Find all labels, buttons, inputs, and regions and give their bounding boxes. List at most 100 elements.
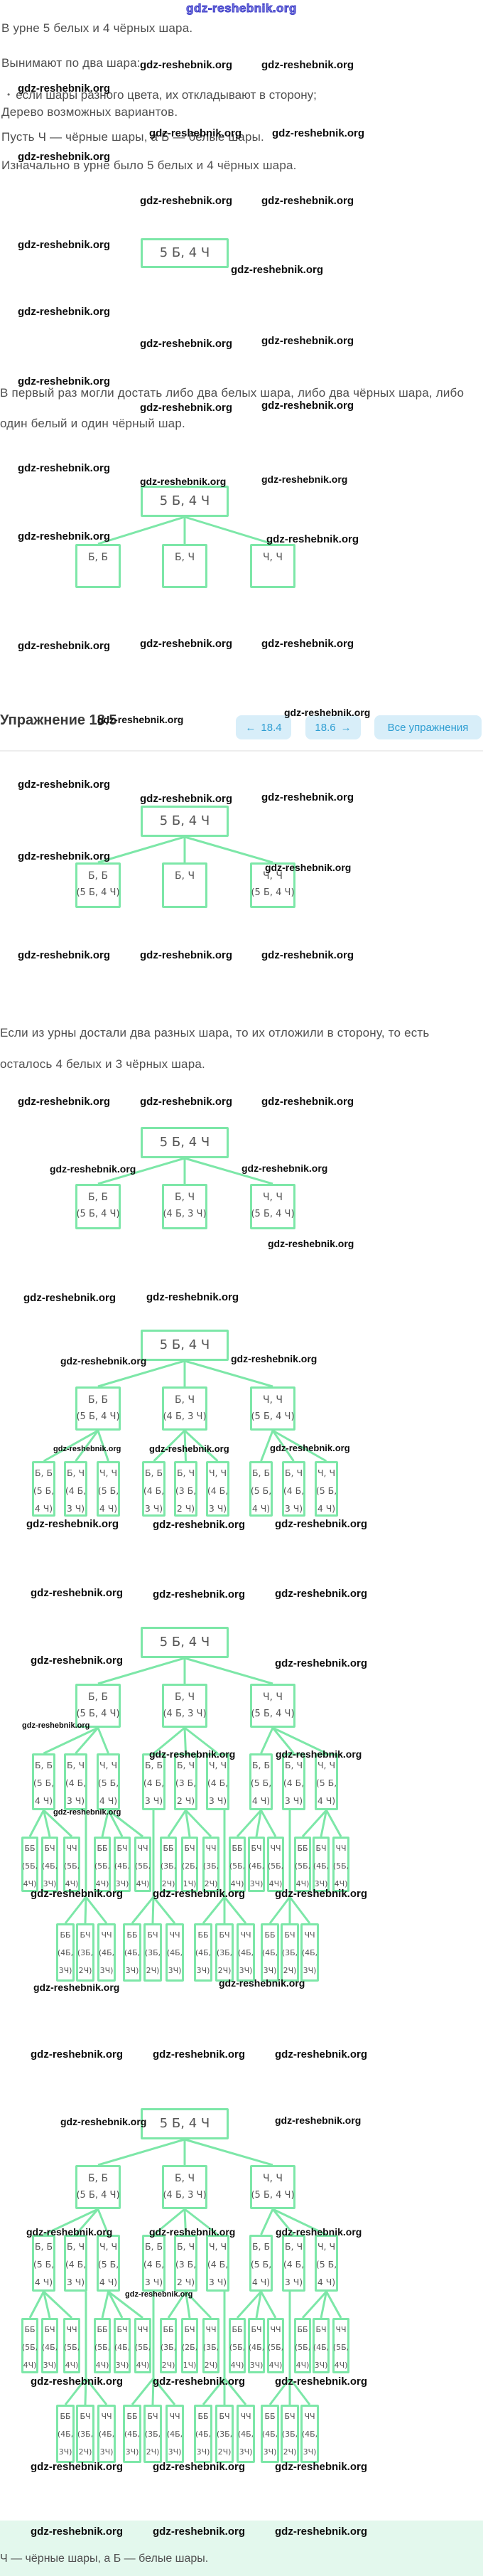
watermark: gdz-reshebnik.org <box>242 1163 328 1174</box>
watermark: gdz-reshebnik.org <box>276 2226 362 2238</box>
watermark: gdz-reshebnik.org <box>140 949 233 961</box>
urn-state-node: ЧЧ (5Б, 4Ч) <box>134 2318 151 2373</box>
urn-state-node: Б, Ч (3 Б, 2 Ч) <box>174 1753 197 1810</box>
watermark: gdz-reshebnik.org <box>153 1888 246 1900</box>
urn-state-node: ЧЧ (5Б, 4Ч) <box>63 1837 80 1892</box>
watermark: gdz-reshebnik.org <box>284 707 371 718</box>
watermark: gdz-reshebnik.org <box>60 2116 147 2127</box>
watermark: gdz-reshebnik.org <box>231 264 324 276</box>
urn-state-node: Б, Ч <box>162 862 207 908</box>
urn-state-node: БЧ (3Б, 2Ч) <box>281 2405 299 2463</box>
prev-exercise-label: 18.4 <box>261 721 282 734</box>
watermark: gdz-reshebnik.org <box>18 640 111 652</box>
watermark: gdz-reshebnik.org <box>261 949 354 961</box>
urn-state-node: БЧ (3Б, 2Ч) <box>76 1923 94 1982</box>
watermark: gdz-reshebnik.org <box>53 1445 121 1453</box>
urn-state-node: БЧ (4Б, 3Ч) <box>114 1837 131 1892</box>
first-draw-text-line2: один белый и один чёрный шар. <box>0 417 185 430</box>
urn-state-node: БЧ (3Б, 2Ч) <box>281 1923 299 1982</box>
urn-state-node: Б, Б (5 Б, 4 Ч) <box>75 1684 121 1728</box>
urn-state-node: Б, Б (5 Б, 4 Ч) <box>32 1753 55 1810</box>
urn-state-node: Б, Б (5 Б, 4 Ч) <box>249 1753 273 1810</box>
watermark: gdz-reshebnik.org <box>149 1443 229 1454</box>
watermark: gdz-reshebnik.org <box>261 195 354 207</box>
watermark: gdz-reshebnik.org <box>50 1163 136 1175</box>
urn-state-node: ББ (5Б, 4Ч) <box>229 1837 246 1892</box>
watermark: gdz-reshebnik.org <box>26 2226 113 2238</box>
watermark: gdz-reshebnik.org <box>18 375 111 388</box>
watermark: gdz-reshebnik.org <box>31 2048 124 2061</box>
urn-state-node: 5 Б, 4 Ч <box>141 806 229 837</box>
urn-state-node: БЧ (4Б, 3Ч) <box>41 1837 58 1892</box>
prev-exercise-button[interactable]: ← 18.4 <box>236 715 291 739</box>
urn-state-node: 5 Б, 4 Ч <box>141 1330 229 1361</box>
urn-state-node: Б, Б (5 Б, 4 Ч) <box>75 1184 121 1229</box>
urn-state-node: БЧ (4Б, 3Ч) <box>313 2318 330 2373</box>
urn-state-node: ЧЧ (5Б, 4Ч) <box>332 2318 349 2373</box>
urn-state-node: ЧЧ (4Б, 3Ч) <box>97 1923 116 1982</box>
next-exercise-label: 18.6 <box>315 721 336 734</box>
urn-state-node: ББ (3Б, 2Ч) <box>160 1837 177 1892</box>
watermark: gdz-reshebnik.org <box>140 638 233 650</box>
urn-state-node: Б, Б (4 Б, 3 Ч) <box>142 1753 165 1810</box>
urn-state-node: ББ (5Б, 4Ч) <box>94 2318 111 2373</box>
urn-state-node: Б, Ч (4 Б, 3 Ч) <box>64 1753 87 1810</box>
watermark: gdz-reshebnik.org <box>31 2526 124 2538</box>
urn-state-node: 5 Б, 4 Ч <box>141 1127 229 1158</box>
watermark: gdz-reshebnik.org <box>146 1291 239 1303</box>
watermark: gdz-reshebnik.org <box>18 1096 111 1108</box>
watermark: gdz-reshebnik.org <box>261 638 354 650</box>
rule-bullet: если шары разного цвета, их откладывают … <box>7 88 317 102</box>
watermark: gdz-reshebnik.org <box>275 1888 368 1900</box>
watermark: gdz-reshebnik.org <box>60 1355 147 1367</box>
urn-state-node: Б, Ч (4 Б, 3 Ч) <box>162 1184 207 1229</box>
urn-state-node: ББ (4Б, 3Ч) <box>261 2405 279 2463</box>
urn-state-node: ЧЧ (4Б, 3Ч) <box>165 2405 184 2463</box>
watermark: gdz-reshebnik.org <box>140 338 233 350</box>
urn-state-node: БЧ (3Б, 2Ч) <box>143 2405 162 2463</box>
watermark: gdz-reshebnik.org <box>261 791 354 803</box>
first-draw-text-line1: В первый раз могли достать либо два белы… <box>0 386 465 400</box>
urn-state-node: ББ (4Б, 3Ч) <box>56 2405 75 2463</box>
urn-state-node: БЧ (4Б, 3Ч) <box>248 1837 265 1892</box>
urn-state-node: ЧЧ (4Б, 3Ч) <box>300 2405 319 2463</box>
urn-state-node: БЧ (3Б, 2Ч) <box>143 1923 162 1982</box>
urn-state-node: 5 Б, 4 Ч <box>141 486 229 517</box>
exercise-title: Упражнение 18.5 <box>0 712 117 728</box>
urn-state-node: ББ (4Б, 3Ч) <box>56 1923 75 1982</box>
all-exercises-button[interactable]: Все упражнения <box>374 715 482 739</box>
urn-state-node: ББ (4Б, 3Ч) <box>194 2405 212 2463</box>
next-exercise-button[interactable]: 18.6 → <box>305 715 361 739</box>
urn-state-node: Б, Б <box>75 544 121 588</box>
watermark: gdz-reshebnik.org <box>18 779 111 791</box>
urn-state-node: ЧЧ (4Б, 3Ч) <box>165 1923 184 1982</box>
watermark: gdz-reshebnik.org <box>22 1721 90 1730</box>
urn-state-node: Б, Ч (3 Б, 2 Ч) <box>174 2235 197 2292</box>
urn-state-node: ББ (5Б, 4Ч) <box>294 2318 311 2373</box>
watermark: gdz-reshebnik.org <box>270 1443 350 1453</box>
watermark: gdz-reshebnik.org <box>261 335 354 347</box>
urn-state-node: ЧЧ (3Б, 2Ч) <box>202 1837 219 1892</box>
urn-state-node: Ч, Ч (5 Б, 4 Ч) <box>315 1461 338 1517</box>
urn-state-node: Ч, Ч (5 Б, 4 Ч) <box>250 1184 295 1229</box>
urn-state-node: Б, Б (5 Б, 4 Ч) <box>249 2235 273 2292</box>
watermark: gdz-reshebnik.org <box>53 1808 121 1817</box>
watermark: gdz-reshebnik.org <box>31 2461 124 2473</box>
urn-state-node: ББ (5Б, 4Ч) <box>94 1837 111 1892</box>
watermark: gdz-reshebnik.org <box>33 1982 120 1993</box>
right-arrow-icon: → <box>340 721 352 734</box>
urn-state-node: Ч, Ч (5 Б, 4 Ч) <box>97 1753 120 1810</box>
urn-state-node: БЧ (3Б, 2Ч) <box>215 1923 234 1982</box>
watermark: gdz-reshebnik.org <box>140 476 227 487</box>
watermark: gdz-reshebnik.org <box>275 2526 368 2538</box>
urn-state-node: БЧ (3Б, 2Ч) <box>76 2405 94 2463</box>
urn-state-node: ЧЧ (5Б, 4Ч) <box>267 2318 284 2373</box>
urn-state-node: Б, Ч (4 Б, 3 Ч) <box>64 2235 87 2292</box>
legend-line: Пусть Ч — чёрные шары, а Б — белые шары. <box>1 130 264 144</box>
urn-state-node: 5 Б, 4 Ч <box>141 2108 229 2139</box>
watermark: gdz-reshebnik.org <box>153 2461 246 2473</box>
urn-state-node: Ч, Ч (5 Б, 4 Ч) <box>250 2165 295 2209</box>
watermark: gdz-reshebnik.org <box>275 1518 368 1530</box>
